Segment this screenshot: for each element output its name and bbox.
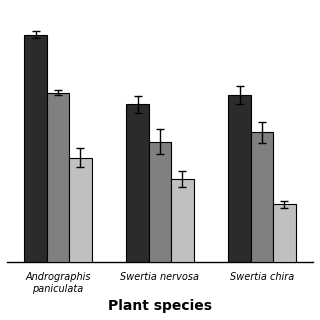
Bar (171, 179, 194, 262)
Bar (273, 204, 296, 262)
Bar (24, 35, 47, 262)
Bar (69, 158, 92, 262)
Bar (251, 132, 273, 262)
Bar (149, 141, 171, 262)
Bar (228, 95, 251, 262)
X-axis label: Plant species: Plant species (108, 299, 212, 313)
Bar (47, 93, 69, 262)
Bar (126, 104, 149, 262)
